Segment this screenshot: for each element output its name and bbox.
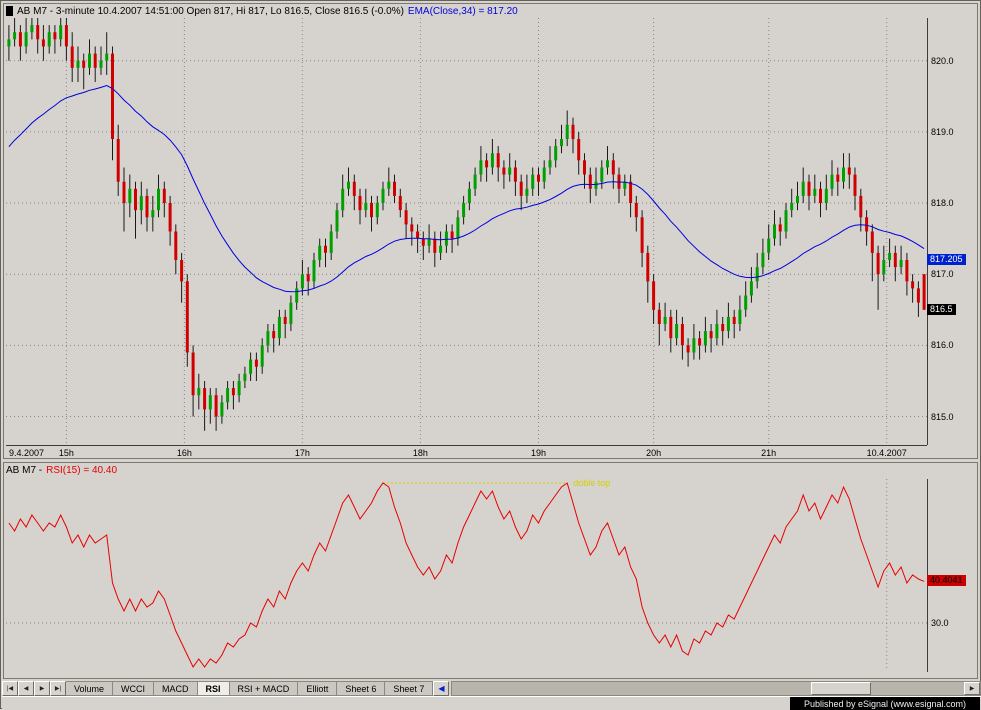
- time-axis[interactable]: 9.4.2007 15h 16h 17h 18h 19h 20h 21h 10.4.2007: [6, 445, 927, 459]
- rsi-indicator-label: RSI(15) = 40.40: [46, 465, 117, 476]
- rsi-symbol-label: AB M7 -: [6, 465, 42, 476]
- ema-price-flag: 817.205: [927, 254, 966, 265]
- rsi-value-flag: 40.4041: [927, 575, 966, 586]
- last-price-flag: 816.5: [927, 304, 956, 315]
- tab-rsi[interactable]: RSI: [198, 681, 230, 696]
- tab-wcci[interactable]: WCCI: [113, 681, 154, 696]
- time-tick-label: 15h: [59, 448, 74, 458]
- rsi-panel: AB M7 - RSI(15) = 40.40 doble top 30.0 40…: [3, 462, 978, 679]
- time-tick-label: 10.4.2007: [867, 448, 907, 458]
- price-tick-label: 818.0: [931, 198, 954, 208]
- chart-title-bar: AB M7 - 3-minute 10.4.2007 14:51:00 Open…: [6, 5, 518, 17]
- status-bar: Published by eSignal (www.esignal.com): [2, 696, 981, 710]
- time-tick-label: 19h: [531, 448, 546, 458]
- tab-volume[interactable]: Volume: [66, 681, 113, 696]
- tab-macd[interactable]: MACD: [154, 681, 198, 696]
- time-tick-label: 18h: [413, 448, 428, 458]
- tab-sheet-7[interactable]: Sheet 7: [385, 681, 433, 696]
- svg-text:doble top: doble top: [573, 479, 610, 488]
- price-tick-label: 816.0: [931, 340, 954, 350]
- scroll-left-arrow-icon[interactable]: ◀: [433, 681, 449, 696]
- tab-elliott[interactable]: Elliott: [298, 681, 337, 696]
- price-axis[interactable]: 820.0 819.0 818.0 817.0 816.0 815.0 817.205 816…: [927, 4, 977, 458]
- panel-marker: [6, 6, 13, 16]
- price-tick-label: 815.0: [931, 412, 954, 422]
- time-tick-label: 9.4.2007: [9, 448, 44, 458]
- time-tick-label: 16h: [177, 448, 192, 458]
- price-chart-panel: AB M7 - 3-minute 10.4.2007 14:51:00 Open…: [3, 3, 978, 459]
- time-tick-label: 17h: [295, 448, 310, 458]
- scrollbar-thumb[interactable]: [811, 682, 871, 695]
- ema-indicator-label: EMA(Close,34) = 817.20: [408, 6, 518, 17]
- tab-nav-last-button[interactable]: ▶|: [50, 681, 66, 696]
- time-tick-label: 21h: [761, 448, 776, 458]
- scroll-right-arrow-icon[interactable]: ▶: [964, 682, 980, 695]
- sheet-tab-bar: |◀ ◀ ▶ ▶| Volume WCCI MACD RSI RSI + MAC…: [2, 681, 981, 696]
- price-tick-label: 817.0: [931, 269, 954, 279]
- time-tick-label: 20h: [646, 448, 661, 458]
- rsi-plot[interactable]: doble top: [6, 479, 928, 672]
- candlestick-chart: [6, 18, 927, 445]
- price-tick-label: 819.0: [931, 127, 954, 137]
- esignal-branding: Published by eSignal (www.esignal.com): [790, 697, 980, 710]
- tab-nav-prev-button[interactable]: ◀: [18, 681, 34, 696]
- candlestick-plot[interactable]: [6, 18, 928, 445]
- tab-rsi-macd[interactable]: RSI + MACD: [230, 681, 299, 696]
- rsi-tick-label: 30.0: [931, 618, 949, 628]
- tab-sheet-6[interactable]: Sheet 6: [337, 681, 385, 696]
- tab-nav-next-button[interactable]: ▶: [34, 681, 50, 696]
- horizontal-scrollbar[interactable]: ▶: [451, 681, 981, 696]
- price-tick-label: 820.0: [931, 56, 954, 66]
- rsi-title-bar: AB M7 - RSI(15) = 40.40: [6, 464, 117, 476]
- chart-title: AB M7 - 3-minute 10.4.2007 14:51:00 Open…: [17, 6, 404, 17]
- rsi-axis[interactable]: 30.0 40.4041: [927, 463, 977, 678]
- tab-nav-first-button[interactable]: |◀: [2, 681, 18, 696]
- rsi-line-chart: doble top: [6, 479, 927, 672]
